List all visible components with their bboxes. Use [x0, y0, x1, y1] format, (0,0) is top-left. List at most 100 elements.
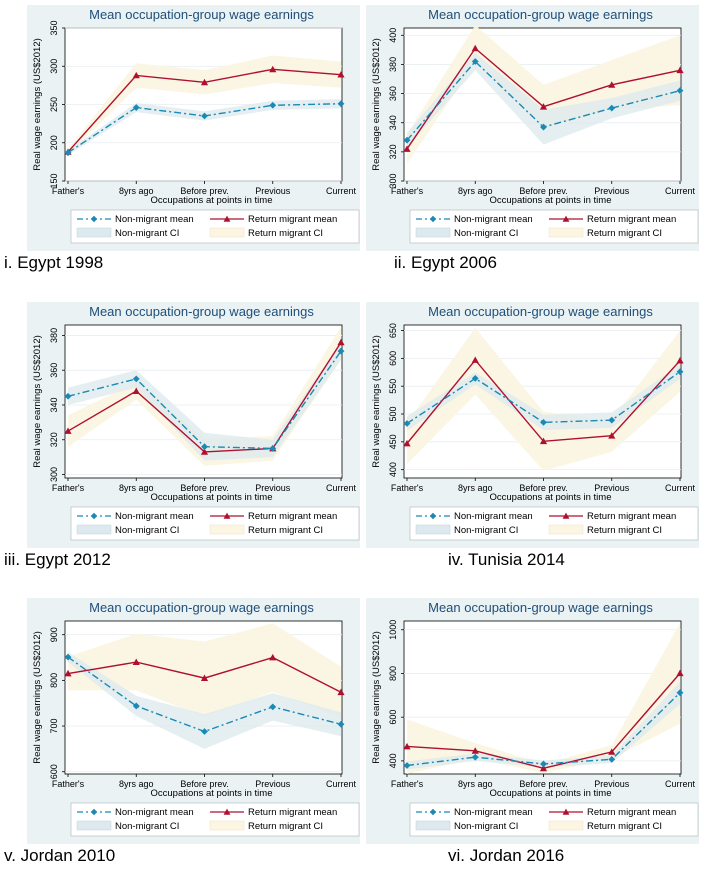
- legend-return-ci-swatch: [548, 227, 584, 238]
- return-migrant-point: [676, 66, 684, 74]
- legend-return-ci-swatch: [548, 820, 584, 831]
- legend-return-ci: Return migrant CI: [587, 525, 662, 536]
- legend-nonmigrant-ci-swatch: [415, 227, 451, 238]
- x-tick-label: Before prev.: [519, 483, 567, 493]
- return-migrant-point: [64, 669, 72, 677]
- legend: Non-migrant mean Return migrant mean Non-m…: [409, 506, 699, 541]
- legend-box: [70, 209, 360, 244]
- legend-return-ci: Return migrant CI: [248, 525, 323, 536]
- chart-svg: Mean occupation-group wage earnings 150 20…: [32, 7, 360, 244]
- y-tick-label: 300: [49, 59, 59, 74]
- y-tick-label: 900: [49, 627, 59, 642]
- nonmigrant-point: [269, 445, 277, 452]
- chart-svg: Mean occupation-group wage earnings 300 32…: [371, 7, 699, 244]
- panel-caption: iii. Egypt 2012: [4, 550, 111, 569]
- chart-panel: Mean occupation-group wage earnings 150 20…: [27, 5, 360, 251]
- y-axis-label: Real wage earnings (US$2012): [371, 38, 382, 171]
- y-tick-label: 300: [388, 173, 398, 188]
- y-axis-label: Real wage earnings (US$2012): [371, 335, 382, 468]
- panel-caption: iv. Tunisia 2014: [448, 550, 565, 569]
- return-migrant-point: [471, 356, 479, 363]
- return-ci-band: [68, 623, 341, 718]
- return-migrant-point: [539, 103, 548, 110]
- nonmigrant-ci-band: [407, 681, 680, 770]
- x-tick-label: 8yrs ago: [458, 779, 493, 789]
- nonmigrant-point: [64, 653, 72, 661]
- x-tick-label: Current: [665, 779, 696, 789]
- nonmigrant-point: [471, 375, 479, 382]
- nonmigrant-point: [608, 416, 616, 424]
- legend-nonmigrant-ci: Non-migrant CI: [454, 228, 518, 239]
- x-tick-label: Previous: [594, 483, 630, 493]
- chart-title: Mean occupation-group wage earnings: [89, 304, 314, 319]
- y-tick-label: 800: [388, 666, 398, 681]
- nonmigrant-point: [540, 760, 547, 768]
- legend-box: [409, 802, 699, 837]
- y-tick-label: 320: [388, 144, 398, 159]
- y-tick-label: 300: [49, 467, 59, 482]
- return-migrant-point: [200, 674, 209, 681]
- y-tick-label: 400: [388, 462, 398, 477]
- nonmigrant-point: [676, 368, 684, 376]
- legend-nonmigrant-marker: [429, 808, 437, 816]
- return-migrant-point: [200, 78, 209, 86]
- chart-title: Mean occupation-group wage earnings: [428, 7, 653, 22]
- x-tick-label: Before prev.: [180, 186, 228, 196]
- nonmigrant-point: [337, 720, 345, 728]
- legend-nonmigrant-ci: Non-migrant CI: [115, 525, 179, 536]
- y-tick-label: 600: [388, 710, 398, 725]
- legend-nonmigrant-ci: Non-migrant CI: [454, 821, 518, 832]
- legend-return-ci: Return migrant CI: [248, 821, 323, 832]
- chart-svg: Mean occupation-group wage earnings 300 32…: [32, 304, 360, 541]
- legend: Non-migrant mean Return migrant mean Non-m…: [409, 802, 699, 837]
- legend-nonmigrant-ci-swatch: [415, 820, 451, 831]
- y-tick-label: 320: [49, 432, 59, 447]
- y-tick-label: 700: [49, 719, 59, 734]
- legend-return-ci: Return migrant CI: [587, 821, 662, 832]
- x-tick-label: 8yrs ago: [119, 483, 154, 493]
- legend-return-ci-swatch: [209, 820, 245, 831]
- legend-return-marker: [223, 808, 231, 815]
- y-tick-label: 1000: [388, 620, 398, 640]
- nonmigrant-point: [64, 149, 72, 157]
- x-tick-label: Father's: [52, 186, 85, 196]
- legend-nonmigrant-marker: [90, 215, 98, 223]
- x-axis-label: Occupations at points in time: [151, 788, 273, 799]
- legend-return-marker: [562, 215, 570, 222]
- x-tick-label: Previous: [255, 779, 291, 789]
- panel-caption: ii. Egypt 2006: [394, 253, 498, 272]
- return-migrant-point: [403, 742, 411, 750]
- y-tick-label: 450: [388, 434, 398, 449]
- return-migrant-point: [132, 71, 140, 79]
- x-axis-label: Occupations at points in time: [151, 195, 273, 206]
- x-tick-label: Before prev.: [180, 779, 228, 789]
- return-migrant-point: [337, 688, 345, 696]
- chart-panel: Mean occupation-group wage earnings 400 45…: [366, 302, 699, 548]
- y-tick-label: 650: [388, 323, 398, 338]
- x-tick-label: Previous: [594, 779, 630, 789]
- nonmigrant-point: [540, 123, 547, 131]
- legend-return-ci-swatch: [548, 524, 584, 535]
- y-tick-label: 150: [49, 173, 59, 188]
- nonmigrant-point: [608, 104, 616, 112]
- y-tick-label: 360: [388, 86, 398, 101]
- return-migrant-point: [676, 357, 684, 364]
- chart-svg: Mean occupation-group wage earnings 400 45…: [371, 304, 699, 541]
- legend-nonmigrant-ci: Non-migrant CI: [454, 525, 518, 536]
- legend-return-mean: Return migrant mean: [587, 511, 676, 522]
- y-tick-label: 360: [49, 363, 59, 378]
- legend-return-marker: [562, 808, 570, 815]
- legend-box: [70, 506, 360, 541]
- x-tick-label: Before prev.: [180, 483, 228, 493]
- return-migrant-point: [337, 338, 345, 346]
- nonmigrant-point: [201, 112, 208, 120]
- nonmigrant-point: [540, 418, 547, 426]
- chart-panel: Mean occupation-group wage earnings 300 32…: [366, 5, 699, 251]
- return-migrant-point: [132, 658, 140, 665]
- nonmigrant-point: [269, 703, 277, 711]
- nonmigrant-point: [201, 728, 208, 735]
- legend-nonmigrant-marker: [429, 512, 437, 520]
- chart-panel: Mean occupation-group wage earnings 400 60…: [366, 598, 699, 844]
- x-tick-label: Current: [665, 186, 696, 196]
- legend-nonmigrant-marker: [90, 512, 98, 520]
